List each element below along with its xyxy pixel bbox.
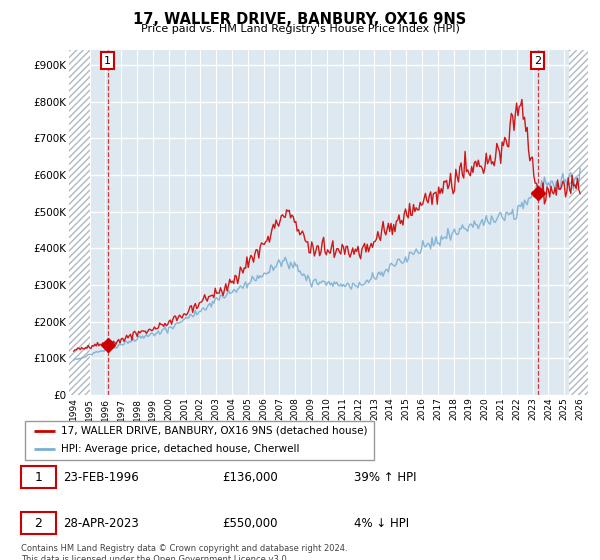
FancyBboxPatch shape (25, 421, 374, 460)
Text: 23-FEB-1996: 23-FEB-1996 (63, 470, 139, 484)
Text: 2: 2 (34, 516, 43, 530)
Text: 2: 2 (534, 55, 541, 66)
Text: £136,000: £136,000 (222, 470, 278, 484)
Text: 17, WALLER DRIVE, BANBURY, OX16 9NS (detached house): 17, WALLER DRIVE, BANBURY, OX16 9NS (det… (61, 426, 367, 436)
Text: HPI: Average price, detached house, Cherwell: HPI: Average price, detached house, Cher… (61, 445, 299, 454)
Text: 39% ↑ HPI: 39% ↑ HPI (354, 470, 416, 484)
Text: Contains HM Land Registry data © Crown copyright and database right 2024.
This d: Contains HM Land Registry data © Crown c… (21, 544, 347, 560)
Text: Price paid vs. HM Land Registry's House Price Index (HPI): Price paid vs. HM Land Registry's House … (140, 24, 460, 34)
Text: 1: 1 (34, 470, 43, 484)
Text: £550,000: £550,000 (222, 516, 277, 530)
Text: 28-APR-2023: 28-APR-2023 (63, 516, 139, 530)
Text: 17, WALLER DRIVE, BANBURY, OX16 9NS: 17, WALLER DRIVE, BANBURY, OX16 9NS (133, 12, 467, 27)
Bar (569, 50, 588, 395)
Text: 4% ↓ HPI: 4% ↓ HPI (354, 516, 409, 530)
Bar (69, 50, 89, 395)
Text: 1: 1 (104, 55, 111, 66)
